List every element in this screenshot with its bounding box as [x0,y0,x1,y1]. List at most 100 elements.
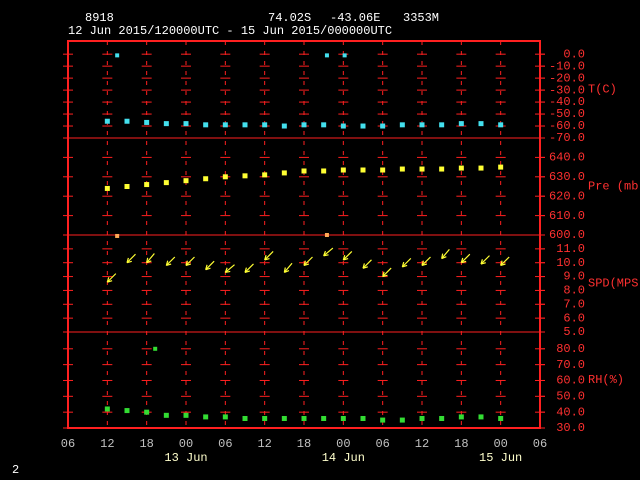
wind-arrow [441,248,450,260]
data-point [203,122,209,128]
y-tick-label: 610.0 [549,209,585,223]
x-tick-label: 18 [454,437,468,451]
wind-arrow [165,256,176,267]
arrow-stroke [244,267,247,273]
wind-arrow [106,273,117,283]
data-point [144,409,150,415]
arrow-stroke [303,256,313,266]
data-point [104,118,110,124]
data-point [399,166,405,172]
arrow-stroke [166,263,172,267]
data-point [242,415,248,421]
arrow-stroke [205,267,211,271]
arrow-stroke [480,259,483,265]
data-point [163,121,169,127]
data-point [222,122,228,128]
wind-arrow [480,255,490,265]
data-point [360,415,366,421]
y-tick-label: -30.0 [549,83,585,97]
x-tick-label: 06 [61,437,75,451]
outlier-point [115,53,120,58]
day-label: 13 Jun [164,451,207,465]
data-point [498,122,504,128]
data-point [498,415,504,421]
arrow-stroke [402,264,408,268]
wind-arrow [460,253,471,264]
arrow-stroke [362,266,368,269]
data-point [439,166,445,172]
arrow-stroke [224,264,235,273]
data-point [439,122,445,128]
y-axis-label: RH(%) [588,373,624,387]
data-point [321,168,327,174]
y-tick-label: 70.0 [556,358,585,372]
y-tick-label: 640.0 [549,151,585,165]
data-point [301,122,307,128]
arrow-stroke [343,257,349,261]
arrow-stroke [205,260,215,271]
arrow-stroke [225,270,231,274]
arrow-stroke [303,260,306,266]
data-point [124,118,130,124]
y-tick-label: 11.0 [556,242,585,256]
data-point [340,167,346,173]
y-tick-label: 60.0 [556,374,585,388]
wind-arrow [303,256,313,267]
x-tick-label: 00 [493,437,507,451]
arrow-stroke [382,267,392,277]
arrow-stroke [342,251,353,261]
period: 12 Jun 2015/120000UTC - 15 Jun 2015/0000… [68,24,392,38]
longitude: -43.06E [330,11,380,25]
y-tick-label: 10.0 [556,256,585,270]
arrow-stroke [205,264,208,270]
data-point [222,174,228,180]
data-point [183,121,189,127]
y-tick-label: 6.0 [563,311,585,325]
y-tick-label: 8.0 [563,284,585,298]
arrow-stroke [323,250,327,257]
data-point [478,121,484,127]
arrow-stroke [106,273,117,283]
arrow-stroke [264,251,274,261]
wind-arrow [342,251,353,261]
arrow-stroke [283,267,286,273]
data-point [380,417,386,423]
elevation: 3353M [403,11,439,25]
data-point [203,414,209,420]
data-point [124,184,130,189]
wind-arrow [205,260,215,271]
arrow-stroke [500,260,503,266]
arrow-stroke [146,253,155,264]
data-point [301,168,307,174]
arrow-stroke [362,263,365,269]
wind-arrow [362,259,372,269]
y-tick-label: -20.0 [549,71,585,85]
data-point [458,121,464,127]
y-tick-label: -10.0 [549,59,585,73]
arrow-stroke [461,260,467,264]
arrow-stroke [244,270,250,273]
arrow-stroke [185,260,188,266]
arrow-stroke [460,253,471,264]
data-point [262,415,268,421]
arrow-stroke [421,260,424,266]
x-tick-label: 06 [375,437,389,451]
arrow-stroke [401,261,405,268]
data-point [281,123,287,129]
outlier-point [342,53,347,58]
arrow-stroke [146,257,149,263]
data-point [203,176,209,182]
arrow-stroke [165,256,176,266]
data-point [301,415,307,421]
data-point [321,122,327,128]
day-label: 15 Jun [479,451,522,465]
data-point [183,412,189,418]
data-point [458,414,464,420]
arrow-stroke [244,263,254,273]
x-tick-label: 12 [100,437,114,451]
wind-arrow [401,257,412,268]
arrow-stroke [401,257,412,268]
data-point [222,414,228,420]
arrow-stroke [382,274,388,278]
wind-arrow [323,247,334,257]
